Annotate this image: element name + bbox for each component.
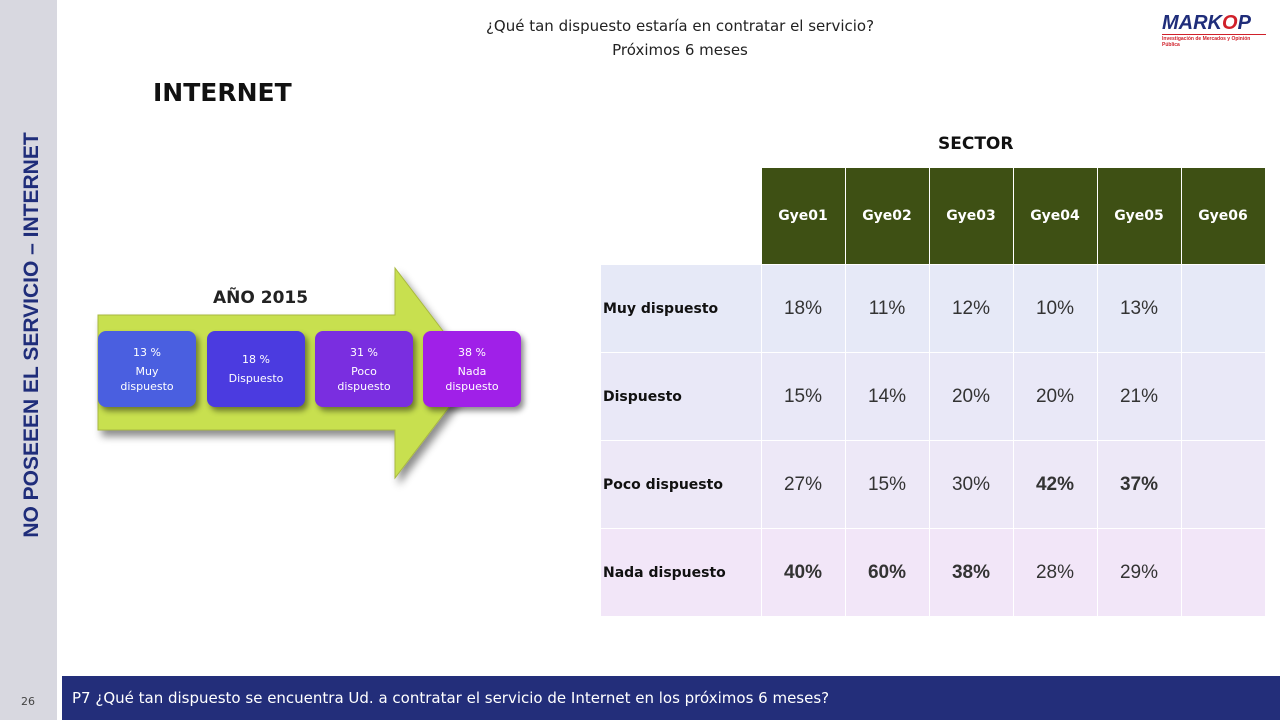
logo-tagline: Investigación de Mercados y Opinión Públ…: [1162, 34, 1266, 48]
table-cell: 15%: [844, 440, 930, 529]
table-cell: 38%: [928, 528, 1014, 617]
row-label: Nada dispuesto: [600, 528, 762, 617]
table-cell: 37%: [1096, 440, 1182, 529]
table-cell: 29%: [1096, 528, 1182, 617]
table-cell: [1180, 264, 1266, 353]
column-header: Gye05: [1096, 167, 1182, 265]
table-cell: 12%: [928, 264, 1014, 353]
table-cell: [1180, 528, 1266, 617]
column-header: Gye03: [928, 167, 1014, 265]
table-cell: 13%: [1096, 264, 1182, 353]
row-label: Muy dispuesto: [600, 264, 762, 353]
year-step-card: 31 % Poco dispuesto: [315, 331, 413, 407]
markop-logo: MARKOP Investigación de Mercados y Opini…: [1162, 12, 1266, 48]
logo-wordmark: MARKOP: [1162, 12, 1251, 34]
step-percent: 18 %: [242, 353, 270, 366]
footer-question: P7 ¿Qué tan dispuesto se encuentra Ud. a…: [62, 676, 1280, 720]
page-number: 26: [21, 695, 35, 708]
side-panel: [0, 0, 57, 720]
year-step-card: 13 % Muy dispuesto: [98, 331, 196, 407]
question-line-1: ¿Qué tan dispuesto estaría en contratar …: [485, 17, 875, 35]
step-label: Muy dispuesto: [120, 364, 174, 393]
column-header: Gye02: [844, 167, 930, 265]
year-label: AÑO 2015: [213, 288, 309, 308]
table-cell: [1180, 440, 1266, 529]
table-cell: 42%: [1012, 440, 1098, 529]
table-cell: 40%: [760, 528, 846, 617]
table-corner: [600, 167, 761, 265]
step-label: Dispuesto: [228, 372, 284, 385]
table-cell: 11%: [844, 264, 930, 353]
table-cell: 18%: [760, 264, 846, 353]
table-cell: 30%: [928, 440, 1014, 529]
table-cell: 14%: [844, 352, 930, 441]
table-row: Muy dispuesto 18% 11% 12% 10% 13%: [600, 264, 1266, 353]
step-percent: 38 %: [458, 345, 486, 359]
column-header: Gye01: [760, 167, 846, 265]
table-cell: 20%: [928, 352, 1014, 441]
step-percent: 31 %: [350, 345, 378, 359]
table-header-row: Gye01 Gye02 Gye03 Gye04 Gye05 Gye06: [600, 167, 1266, 265]
table-row: Nada dispuesto 40% 60% 38% 28% 29%: [600, 528, 1266, 617]
table-cell: 10%: [1012, 264, 1098, 353]
year-step-card: 38 % Nada dispuesto: [423, 331, 521, 407]
sector-title: SECTOR: [938, 134, 1014, 154]
row-label: Dispuesto: [600, 352, 762, 441]
column-header: Gye06: [1180, 167, 1266, 265]
table-row: Poco dispuesto 27% 15% 30% 42% 37%: [600, 440, 1266, 529]
table-cell: [1180, 352, 1266, 441]
year-step-card: 18 % Dispuesto: [207, 331, 305, 407]
header-question: ¿Qué tan dispuesto estaría en contratar …: [380, 14, 980, 62]
step-percent: 13 %: [133, 345, 161, 359]
table-cell: 27%: [760, 440, 846, 529]
step-label: Nada dispuesto: [445, 364, 499, 393]
page-title: INTERNET: [153, 78, 292, 107]
table-cell: 21%: [1096, 352, 1182, 441]
table-row: Dispuesto 15% 14% 20% 20% 21%: [600, 352, 1266, 441]
table-cell: 28%: [1012, 528, 1098, 617]
question-line-2: Próximos 6 meses: [612, 41, 748, 59]
table-cell: 20%: [1012, 352, 1098, 441]
side-section-label: NO POSEEEN EL SERVICIO – INTERNET: [20, 132, 43, 538]
table-cell: 15%: [760, 352, 846, 441]
row-label: Poco dispuesto: [600, 440, 762, 529]
column-header: Gye04: [1012, 167, 1098, 265]
table-cell: 60%: [844, 528, 930, 617]
sector-table: Gye01 Gye02 Gye03 Gye04 Gye05 Gye06 Muy dispu…: [600, 167, 1266, 617]
step-label: Poco dispuesto: [337, 364, 391, 393]
